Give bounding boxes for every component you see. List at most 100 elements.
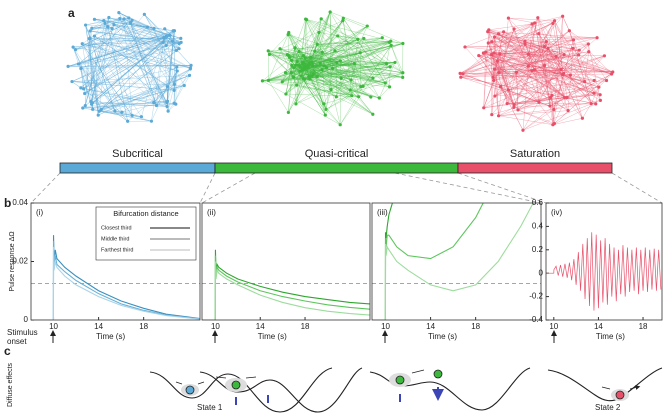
network-node bbox=[512, 105, 516, 110]
state-label: State 2 bbox=[595, 403, 621, 412]
network-edge bbox=[554, 20, 601, 101]
legend-label: Closest third bbox=[101, 225, 132, 231]
regime-label: Saturation bbox=[510, 148, 560, 160]
network-node bbox=[301, 53, 306, 58]
network-edge bbox=[552, 118, 583, 125]
network-node bbox=[118, 16, 122, 21]
network-edge bbox=[330, 11, 368, 27]
network-node bbox=[514, 70, 519, 75]
network-edge bbox=[269, 20, 343, 55]
stimulus-label: Stimulus bbox=[7, 328, 38, 337]
side-label: Diffuse effects bbox=[7, 362, 14, 407]
network-node bbox=[350, 94, 354, 98]
network-node bbox=[493, 94, 497, 98]
network-edge bbox=[336, 25, 368, 97]
network-edge bbox=[340, 52, 361, 61]
network-edge bbox=[268, 40, 391, 52]
network-node bbox=[401, 41, 405, 46]
network-node bbox=[142, 12, 146, 16]
legend-box bbox=[95, 206, 197, 261]
network-edge bbox=[288, 32, 311, 58]
network-node bbox=[532, 68, 537, 72]
network-node bbox=[92, 17, 97, 21]
network-node bbox=[299, 74, 303, 78]
y-tick-label: 0 bbox=[539, 268, 544, 277]
network-node bbox=[303, 64, 308, 68]
network-edge bbox=[478, 55, 553, 96]
network-edge bbox=[493, 31, 504, 81]
network-edge bbox=[538, 33, 565, 98]
network-edge bbox=[544, 23, 554, 66]
network-node bbox=[165, 104, 169, 109]
network-node bbox=[492, 35, 497, 39]
network-edge bbox=[551, 55, 605, 96]
potential-landscapes bbox=[149, 367, 663, 413]
series-line bbox=[31, 241, 200, 320]
network-node bbox=[552, 121, 557, 126]
network-edge bbox=[325, 96, 337, 116]
network-edge bbox=[288, 62, 310, 113]
network-edge bbox=[528, 65, 613, 73]
network-node bbox=[90, 26, 94, 30]
network-node bbox=[267, 52, 272, 56]
network-edge bbox=[144, 14, 155, 29]
network-edge bbox=[379, 86, 390, 99]
network-node bbox=[112, 22, 116, 27]
network-edge bbox=[99, 111, 122, 113]
network-edge bbox=[493, 69, 561, 81]
network-node bbox=[492, 51, 496, 55]
network-edge bbox=[524, 44, 535, 70]
network-edge bbox=[90, 101, 168, 107]
network-node bbox=[526, 64, 530, 68]
network-node bbox=[561, 71, 566, 76]
network-node bbox=[523, 39, 527, 43]
network-node bbox=[389, 43, 393, 47]
network-edge bbox=[332, 52, 361, 69]
network-edge bbox=[553, 100, 601, 110]
plot-frame bbox=[545, 202, 663, 321]
network-edge bbox=[269, 34, 289, 55]
network-edge bbox=[494, 20, 555, 38]
network-node bbox=[187, 73, 192, 78]
network-edge bbox=[101, 85, 185, 110]
network-edge bbox=[303, 52, 361, 71]
network-node bbox=[170, 39, 174, 43]
network-node bbox=[84, 23, 88, 27]
network-edge bbox=[350, 89, 371, 98]
network-node bbox=[329, 87, 333, 92]
y-tick-label: -0.2 bbox=[529, 292, 543, 301]
network-edge bbox=[71, 81, 175, 91]
network-node bbox=[310, 60, 314, 64]
network-edge bbox=[517, 109, 555, 124]
network-node bbox=[498, 52, 502, 56]
network-edge bbox=[101, 66, 177, 110]
y-tick-label: 0.6 bbox=[532, 198, 544, 207]
network-node bbox=[559, 67, 563, 71]
network-edge bbox=[460, 73, 595, 81]
network-edge bbox=[285, 19, 306, 73]
network-node bbox=[80, 42, 84, 46]
network-edge bbox=[75, 20, 133, 50]
network-node bbox=[297, 49, 301, 54]
network-edge bbox=[321, 18, 403, 73]
network-edge bbox=[460, 53, 500, 74]
network-edge bbox=[302, 52, 323, 63]
network-node bbox=[349, 78, 353, 82]
network-node bbox=[562, 53, 566, 57]
network-node bbox=[551, 21, 555, 26]
network-edge bbox=[306, 19, 352, 96]
network-node bbox=[286, 110, 290, 115]
network-node bbox=[552, 107, 556, 112]
panel-title: (ii) bbox=[207, 208, 216, 217]
x-axis-title: Time (s) bbox=[428, 332, 457, 341]
network-node bbox=[486, 30, 490, 34]
network-node bbox=[266, 78, 271, 82]
network-edge bbox=[483, 22, 535, 54]
network-node bbox=[81, 106, 85, 110]
network-node bbox=[341, 16, 345, 20]
network-edge bbox=[285, 93, 359, 97]
network-edge bbox=[553, 51, 589, 110]
network-node bbox=[122, 17, 126, 21]
network-node bbox=[490, 113, 494, 117]
